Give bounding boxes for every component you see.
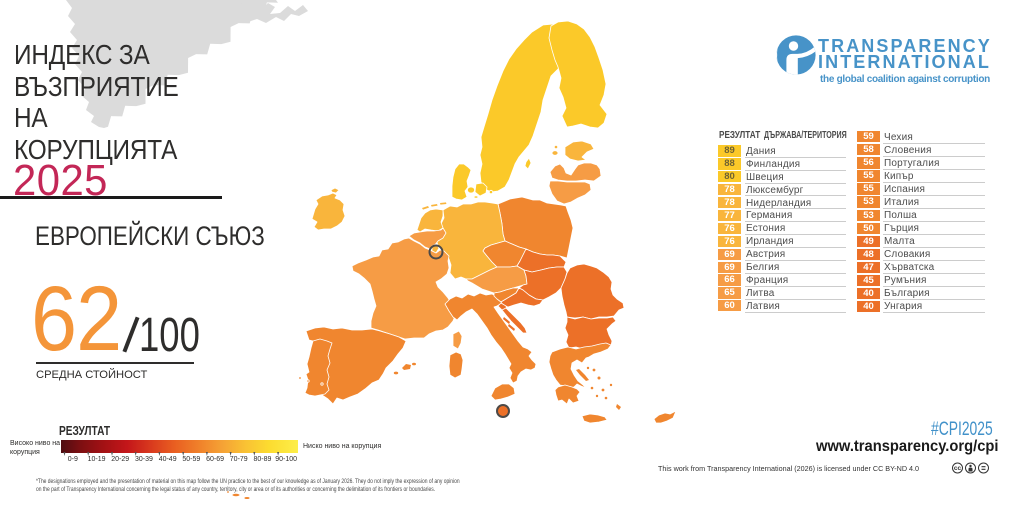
svg-text:cc: cc bbox=[954, 465, 962, 472]
